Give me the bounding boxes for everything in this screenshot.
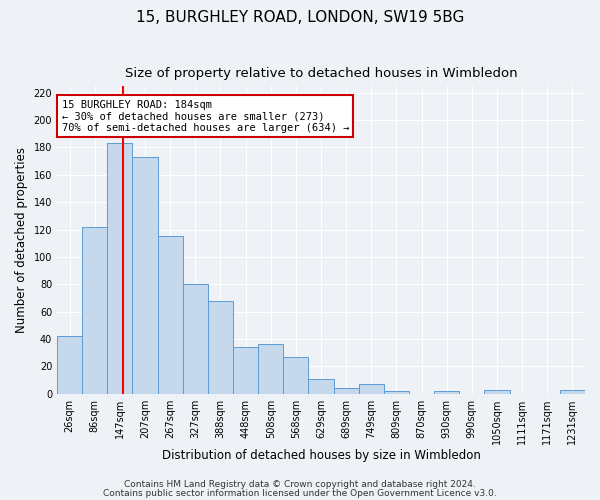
Bar — [334, 388, 359, 394]
Bar — [183, 284, 208, 394]
Bar — [283, 357, 308, 394]
Bar — [57, 336, 82, 394]
Bar — [308, 378, 334, 394]
Bar — [384, 391, 409, 394]
X-axis label: Distribution of detached houses by size in Wimbledon: Distribution of detached houses by size … — [161, 450, 481, 462]
Bar — [359, 384, 384, 394]
Bar — [158, 236, 183, 394]
Bar — [233, 347, 258, 394]
Title: Size of property relative to detached houses in Wimbledon: Size of property relative to detached ho… — [125, 68, 517, 80]
Bar — [208, 300, 233, 394]
Bar — [434, 391, 459, 394]
Bar — [258, 344, 283, 394]
Bar — [484, 390, 509, 394]
Bar — [82, 227, 107, 394]
Text: Contains HM Land Registry data © Crown copyright and database right 2024.: Contains HM Land Registry data © Crown c… — [124, 480, 476, 489]
Text: Contains public sector information licensed under the Open Government Licence v3: Contains public sector information licen… — [103, 488, 497, 498]
Bar — [133, 157, 158, 394]
Bar — [107, 144, 133, 394]
Text: 15 BURGHLEY ROAD: 184sqm
← 30% of detached houses are smaller (273)
70% of semi-: 15 BURGHLEY ROAD: 184sqm ← 30% of detach… — [62, 100, 349, 132]
Y-axis label: Number of detached properties: Number of detached properties — [15, 147, 28, 333]
Text: 15, BURGHLEY ROAD, LONDON, SW19 5BG: 15, BURGHLEY ROAD, LONDON, SW19 5BG — [136, 10, 464, 25]
Bar — [560, 390, 585, 394]
